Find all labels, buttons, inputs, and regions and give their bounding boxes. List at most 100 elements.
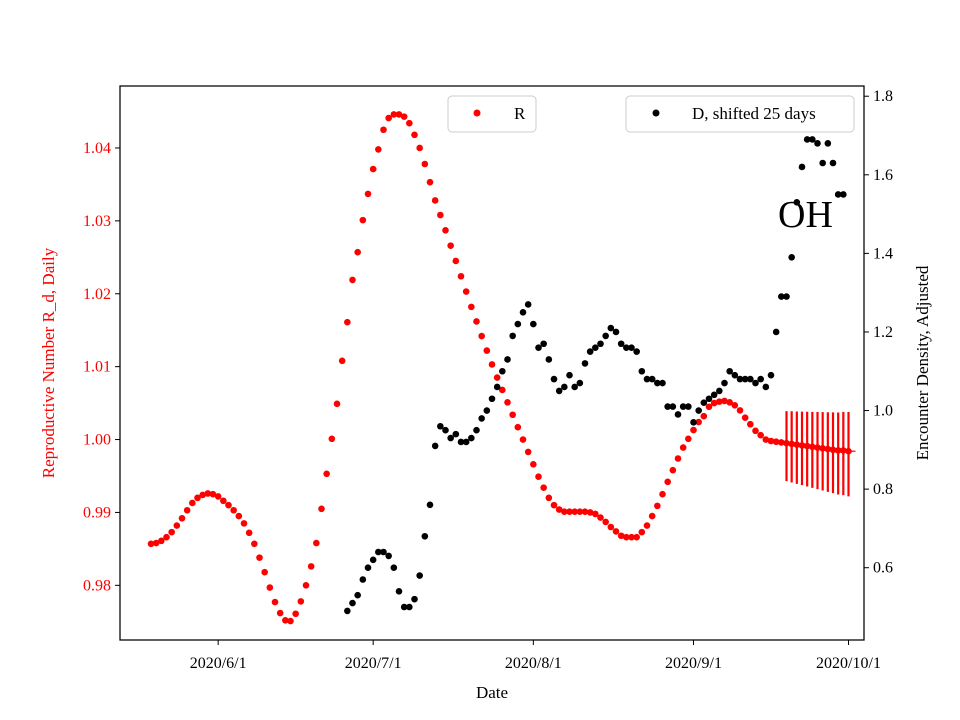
y-right-tick-label: 1.4 xyxy=(873,245,893,262)
d-point xyxy=(731,371,739,379)
r-point xyxy=(535,473,542,481)
r-point xyxy=(411,131,418,139)
r-point xyxy=(478,332,485,340)
r-point xyxy=(168,528,175,536)
r-point xyxy=(375,146,382,153)
d-point xyxy=(793,199,801,206)
r-point xyxy=(271,598,279,606)
d-point xyxy=(462,438,470,446)
d-point xyxy=(364,564,372,571)
d-point xyxy=(643,375,651,383)
r-point xyxy=(721,397,728,405)
y-right-axis-title: Encounter Density, Adjusted xyxy=(913,265,932,460)
d-point xyxy=(550,375,558,383)
r-point xyxy=(256,554,263,561)
d-point xyxy=(705,395,713,403)
x-tick-label: 2020/7/1 xyxy=(345,655,402,672)
d-point xyxy=(581,360,589,367)
d-point xyxy=(385,552,392,560)
r-point xyxy=(194,494,201,502)
x-tick-label: 2020/8/1 xyxy=(505,655,562,672)
r-point xyxy=(462,288,470,295)
r-point xyxy=(499,386,506,394)
r-point xyxy=(778,439,785,446)
r-point xyxy=(561,508,568,516)
y-right-tick-label: 1.2 xyxy=(873,324,893,341)
d-point xyxy=(349,599,356,607)
r-point xyxy=(251,540,258,548)
d-point xyxy=(762,383,770,391)
d-point xyxy=(540,340,547,348)
r-point xyxy=(654,502,661,510)
r-point xyxy=(230,506,237,514)
r-point xyxy=(638,528,646,536)
d-point xyxy=(778,293,785,300)
r-point xyxy=(716,398,723,405)
d-point xyxy=(617,340,625,348)
r-point xyxy=(695,418,702,426)
r-point xyxy=(628,533,635,541)
d-point xyxy=(824,140,832,147)
y-right-tick-label: 1.6 xyxy=(873,167,893,184)
d-point xyxy=(416,572,423,579)
d-point xyxy=(685,403,692,410)
d-point xyxy=(679,403,687,410)
d-point xyxy=(586,348,594,355)
d-point xyxy=(607,324,615,332)
d-point xyxy=(369,556,377,564)
d-point xyxy=(695,407,702,414)
d-point xyxy=(809,136,816,143)
d-point xyxy=(457,438,465,446)
r-point xyxy=(473,318,480,325)
r-point xyxy=(390,111,398,118)
r-point xyxy=(199,491,206,499)
r-point xyxy=(287,617,294,625)
d-point xyxy=(757,375,764,383)
r-point xyxy=(752,427,759,435)
d-point xyxy=(716,387,723,395)
d-point xyxy=(834,191,842,198)
r-point xyxy=(468,303,475,311)
d-point xyxy=(395,587,403,595)
r-point xyxy=(400,113,408,120)
plot-frame xyxy=(119,85,865,641)
r-point xyxy=(276,609,284,617)
legend-d-label: D, shifted 25 days xyxy=(692,104,816,123)
d-point xyxy=(566,371,573,379)
r-point xyxy=(524,448,532,456)
r-point xyxy=(173,522,181,529)
d-point xyxy=(524,301,532,308)
r-point xyxy=(586,509,594,516)
r-point xyxy=(183,506,191,514)
r-point xyxy=(152,539,160,547)
r-point xyxy=(307,563,315,570)
d-point xyxy=(437,422,444,430)
r-point xyxy=(767,437,775,445)
r-point xyxy=(674,455,682,462)
r-point xyxy=(344,318,351,326)
r-point xyxy=(292,610,299,618)
r-point xyxy=(369,165,377,173)
r-point xyxy=(741,414,749,421)
r-point xyxy=(416,144,423,152)
r-point xyxy=(545,494,553,502)
r-point xyxy=(566,508,573,516)
d-point xyxy=(798,163,806,171)
d-point xyxy=(840,191,847,198)
y-left-tick-label: 1.00 xyxy=(83,432,111,449)
r-point xyxy=(380,126,387,134)
d-point xyxy=(535,344,542,351)
r-point xyxy=(664,478,671,486)
y-left-tick-label: 1.04 xyxy=(83,140,111,157)
r-point xyxy=(705,403,713,411)
r-point xyxy=(679,444,687,451)
r-point xyxy=(302,582,310,589)
r-point xyxy=(710,399,718,407)
y-right-tick-label: 0.6 xyxy=(873,560,893,577)
y-left-tick-label: 0.98 xyxy=(83,577,111,594)
r-point xyxy=(602,518,609,526)
r-point xyxy=(214,493,222,500)
y-right-tick-label: 1.0 xyxy=(873,403,893,420)
r-point xyxy=(643,522,651,529)
